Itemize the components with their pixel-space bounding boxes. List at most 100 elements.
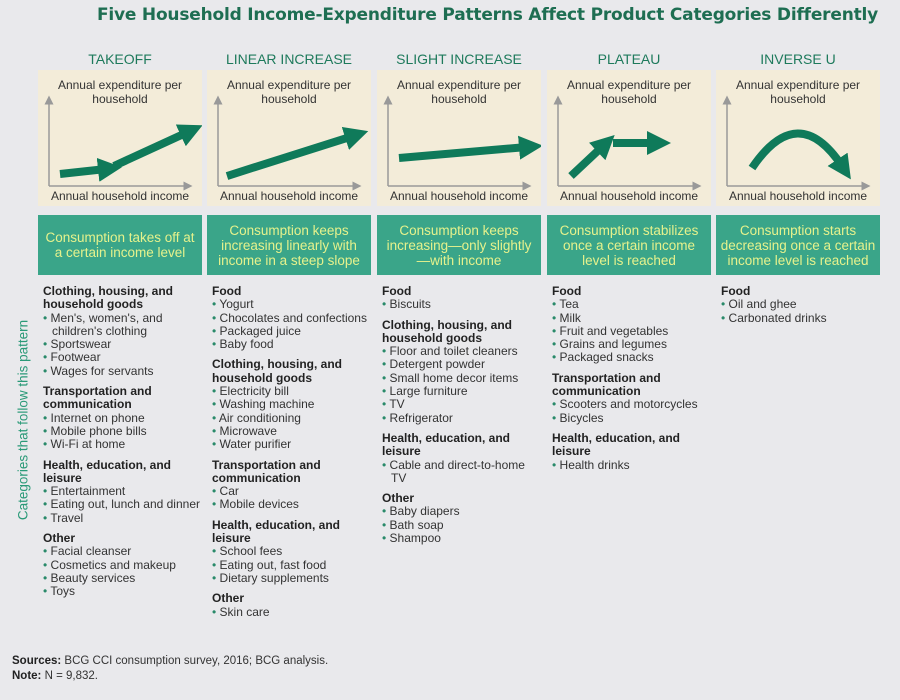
category-group: Clothing, housing, and household goodsFl…: [382, 317, 541, 425]
list-item: Mobile phone bills: [43, 424, 202, 438]
list-item: Toys: [43, 584, 202, 598]
category-group: Transportation and communicationInternet…: [43, 384, 202, 452]
list-item: Skin care: [212, 605, 371, 619]
list-item: School fees: [212, 545, 371, 559]
list-item: Facial cleanser: [43, 545, 202, 559]
list-item: Cable and direct-to-home TV: [382, 458, 541, 486]
trend-arrow: [568, 135, 615, 179]
group-heading: Clothing, housing, and household goods: [212, 357, 342, 385]
y-axis-label: Annual expenditure per household: [566, 78, 692, 106]
note-line: Note: N = 9,832.: [12, 669, 328, 684]
category-group: FoodYogurtChocolates and confectionsPack…: [212, 284, 371, 351]
sources-text: BCG CCI consumption survey, 2016; BCG an…: [64, 655, 329, 667]
x-axis-label: Annual household income: [50, 189, 190, 203]
category-list: FoodOil and gheeCarbonated drinks: [716, 284, 880, 325]
category-group: Health, education, and leisureHealth dri…: [552, 430, 711, 472]
group-heading: Transportation and communication: [552, 370, 661, 399]
group-heading: Food: [552, 284, 582, 298]
list-item: Small home decor items: [382, 371, 541, 385]
list-item: Carbonated drinks: [721, 311, 880, 325]
list-item: Travel: [43, 511, 202, 525]
list-item: Detergent powder: [382, 358, 541, 372]
column-inverse-u: INVERSE U Annual expenditure per househo…: [716, 48, 880, 332]
note-label: Note:: [12, 670, 42, 682]
list-item: Shampoo: [382, 531, 541, 545]
trend-arrow: [748, 129, 851, 180]
pattern-title: PLATEAU: [597, 51, 661, 67]
x-axis-label: Annual household income: [219, 189, 359, 203]
sources-label: Sources:: [12, 655, 62, 667]
category-group: Health, education, and leisureSchool fee…: [212, 517, 371, 585]
list-item: Large furniture: [382, 384, 541, 398]
list-item: Wages for servants: [43, 364, 202, 378]
category-group: FoodTeaMilkFruit and vegetablesGrains an…: [552, 284, 711, 365]
pattern-description: Consumption keeps increasing linearly wi…: [207, 215, 371, 275]
sources-line: Sources: BCG CCI consumption survey, 201…: [12, 654, 328, 669]
list-item: Air conditioning: [212, 411, 371, 425]
pattern-title: LINEAR INCREASE: [225, 51, 353, 67]
list-item: Packaged juice: [212, 324, 371, 338]
trend-arrow: [398, 135, 541, 162]
x-axis-label: Annual household income: [389, 189, 529, 203]
list-item: Microwave: [212, 424, 371, 438]
column-linear: LINEAR INCREASE Annual expenditure per h…: [207, 48, 371, 626]
list-item: Biscuits: [382, 297, 541, 311]
list-item: Water purifier: [212, 437, 371, 451]
pattern-title: INVERSE U: [760, 51, 836, 67]
chart-graphic: [383, 95, 541, 191]
list-item: Refrigerator: [382, 411, 541, 425]
group-heading: Food: [212, 284, 242, 298]
column-slight: SLIGHT INCREASE Annual expenditure per h…: [377, 48, 541, 552]
list-item: Baby food: [212, 337, 371, 351]
group-heading: Transportation and communication: [43, 384, 152, 412]
group-heading: Health, education, and leisure: [382, 430, 511, 459]
list-item: Eating out, lunch and dinner: [43, 498, 202, 512]
column-takeoff: TAKEOFF Annual expenditure per household…: [38, 48, 202, 606]
group-heading: Clothing, housing, and household goods: [382, 317, 512, 345]
pattern-chart: Annual expenditure per household Annual …: [716, 70, 880, 206]
page-title: Five Household Income-Expenditure Patter…: [96, 5, 879, 25]
group-heading: Other: [43, 531, 76, 546]
trend-arrow: [225, 126, 369, 180]
group-heading: Other: [212, 591, 245, 606]
x-axis-label: Annual household income: [728, 189, 868, 203]
list-item: Beauty services: [43, 571, 202, 585]
group-heading: Health, education, and leisure: [212, 517, 341, 546]
pattern-description: Consumption keeps increasing—only slight…: [377, 215, 541, 275]
group-heading: Transportation and communication: [212, 457, 321, 485]
list-item: Eating out, fast food: [212, 558, 371, 572]
note-text: N = 9,832.: [44, 670, 98, 682]
x-axis-label: Annual household income: [559, 189, 699, 203]
column-plateau: PLATEAU Annual expenditure per household…: [547, 48, 711, 479]
y-axis-label: Annual expenditure per household: [735, 78, 861, 106]
list-item: Grains and legumes: [552, 337, 711, 351]
trend-arrow: [112, 124, 202, 170]
side-label: Categories that follow this pattern: [15, 319, 31, 521]
group-heading: Food: [721, 284, 751, 298]
group-heading: Clothing, housing, and household goods: [43, 284, 173, 312]
pattern-title: TAKEOFF: [88, 51, 152, 67]
footer: Sources: BCG CCI consumption survey, 201…: [12, 654, 328, 684]
category-list: Clothing, housing, and household goodsMe…: [38, 284, 202, 599]
list-item: Internet on phone: [43, 411, 202, 425]
chart-graphic: [213, 95, 369, 191]
group-heading: Health, education, and leisure: [552, 430, 681, 459]
category-group: OtherSkin care: [212, 591, 371, 619]
pattern-chart: Annual expenditure per household Annual …: [377, 70, 541, 206]
pattern-chart: Annual expenditure per household Annual …: [38, 70, 202, 206]
list-item: Packaged snacks: [552, 351, 711, 365]
y-axis-label: Annual expenditure per household: [396, 78, 522, 106]
list-item: Health drinks: [552, 458, 711, 472]
category-group: Health, education, and leisureCable and …: [382, 430, 541, 486]
list-item: Baby diapers: [382, 505, 541, 519]
category-list: FoodTeaMilkFruit and vegetablesGrains an…: [547, 284, 711, 472]
list-item: Entertainment: [43, 484, 202, 498]
category-group: Clothing, housing, and household goodsEl…: [212, 358, 371, 451]
list-item: TV: [382, 398, 541, 412]
list-item: Yogurt: [212, 297, 371, 311]
list-item: Bath soap: [382, 518, 541, 532]
chart-graphic: [722, 95, 871, 191]
category-group: FoodBiscuits: [382, 284, 541, 312]
y-axis-label: Annual expenditure per household: [57, 78, 183, 106]
